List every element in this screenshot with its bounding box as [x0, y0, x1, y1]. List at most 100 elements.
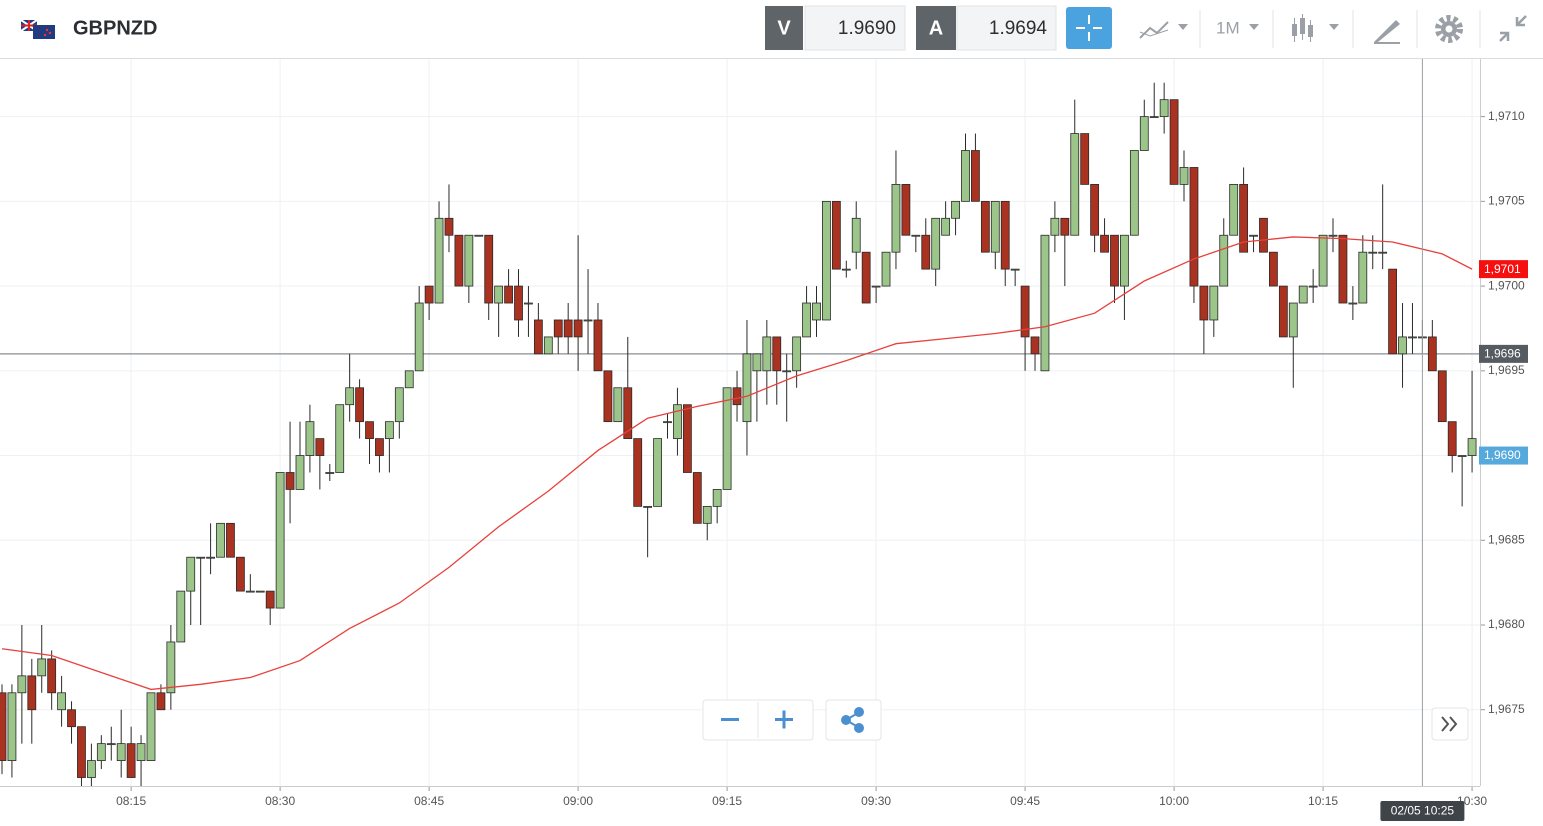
candle-body — [802, 302, 811, 338]
candle-body — [901, 184, 911, 236]
candle-body — [792, 336, 802, 372]
timeframe-caret — [1249, 24, 1259, 30]
x-tick-label: 09:45 — [1010, 794, 1040, 808]
candle-body — [255, 590, 265, 593]
y-tick-label: 1,9685 — [1488, 532, 1525, 546]
sell-price: 1.9690 — [838, 18, 896, 39]
candle-body — [931, 217, 941, 270]
candle-body — [1298, 285, 1308, 304]
candle-body — [1159, 99, 1169, 118]
candle-body — [156, 692, 166, 711]
candle-body — [1030, 336, 1040, 355]
candle-body — [1129, 150, 1139, 236]
candle-body — [1100, 234, 1109, 253]
candle-body — [235, 556, 245, 592]
indicators-button[interactable] — [1139, 21, 1188, 39]
candle-body — [1229, 184, 1239, 236]
candle-body — [464, 234, 474, 287]
candle-body — [1368, 251, 1378, 254]
candle-body — [57, 692, 66, 711]
timeframe[interactable]: 1M — [1216, 18, 1240, 37]
candle-body — [911, 234, 921, 237]
candle-body — [414, 302, 424, 372]
candle-body — [394, 387, 404, 423]
candle-body — [752, 353, 762, 372]
candle-body — [1149, 116, 1159, 119]
candle-body — [524, 302, 533, 305]
sell-price-box[interactable] — [804, 5, 906, 51]
symbol: GBPNZD — [73, 17, 157, 39]
price-label: 1,9701 — [1484, 262, 1521, 276]
candle-body — [514, 285, 523, 321]
candle-body — [1308, 285, 1318, 288]
candle-body — [454, 234, 464, 287]
candle-body — [1378, 251, 1388, 254]
candle-body — [1179, 167, 1189, 185]
candle-body — [533, 319, 543, 355]
candle-body — [990, 200, 1000, 253]
candle-body — [365, 421, 374, 439]
x-tick-label: 10:30 — [1457, 794, 1487, 808]
settings-button[interactable] — [1435, 15, 1463, 43]
candle-body — [126, 743, 136, 778]
candle-body — [1457, 455, 1467, 457]
candle-body — [1139, 116, 1149, 151]
buy-price-box[interactable] — [956, 5, 1057, 51]
scroll-right-button[interactable] — [1431, 707, 1469, 741]
y-tick-label: 1,9710 — [1488, 109, 1525, 123]
collapse-button[interactable] — [1499, 15, 1527, 42]
zoom-in-button[interactable] — [775, 710, 793, 729]
candle-body — [663, 421, 672, 424]
candle-body — [593, 319, 603, 372]
x-tick-label: 10:00 — [1159, 794, 1189, 808]
x-tick-label: 09:30 — [861, 794, 891, 808]
price-label-box — [1479, 260, 1528, 279]
candle-body — [812, 302, 821, 321]
candle-body — [881, 251, 891, 287]
share-button[interactable] — [841, 707, 864, 733]
candle-body — [891, 184, 901, 253]
candle-body — [1259, 217, 1268, 253]
candle-body — [0, 692, 7, 761]
candle-body — [77, 726, 86, 778]
candle-body — [484, 234, 494, 304]
sell-button[interactable] — [765, 6, 803, 50]
candle-body — [1408, 336, 1417, 339]
candle-body — [563, 319, 573, 338]
candle-body — [980, 200, 990, 253]
candle-body — [583, 319, 593, 322]
candle-body — [1388, 268, 1398, 355]
candle-body — [1199, 285, 1209, 321]
x-tick-label: 10:15 — [1308, 794, 1338, 808]
plot-area: 08:15 08:30 08:45 09:00 09:15 09:30 09:45 10:00… — [0, 59, 1528, 821]
candle-body — [702, 505, 712, 524]
candle-body — [1338, 234, 1348, 304]
candle-body — [1020, 285, 1030, 338]
zoom-out-button[interactable] — [721, 718, 739, 721]
candle-body — [1209, 285, 1219, 321]
y-tick-label: 1,9705 — [1488, 194, 1525, 208]
candle-body — [47, 658, 57, 694]
x-tick-label: 09:15 — [712, 794, 742, 808]
candle-body — [275, 472, 285, 609]
candle-body — [166, 641, 176, 694]
buy-price: 1.9694 — [989, 18, 1048, 39]
candle-body — [573, 319, 583, 338]
candle-body — [1467, 438, 1477, 456]
draw-button[interactable] — [1374, 20, 1400, 44]
candle-body — [176, 590, 186, 643]
candle-body — [841, 268, 851, 271]
chart-type-button[interactable] — [1292, 14, 1339, 42]
y-tick-label: 1,9695 — [1488, 363, 1525, 377]
candle-body — [1000, 200, 1010, 270]
buy-button[interactable] — [916, 6, 956, 50]
candle-body — [633, 438, 643, 507]
candle-body — [444, 217, 454, 236]
candle-body — [951, 200, 960, 219]
candle-body — [643, 505, 653, 508]
candle-body — [921, 234, 931, 270]
crosshair-button[interactable] — [1066, 7, 1112, 49]
candle-body — [851, 217, 861, 253]
candle-body — [543, 336, 553, 355]
